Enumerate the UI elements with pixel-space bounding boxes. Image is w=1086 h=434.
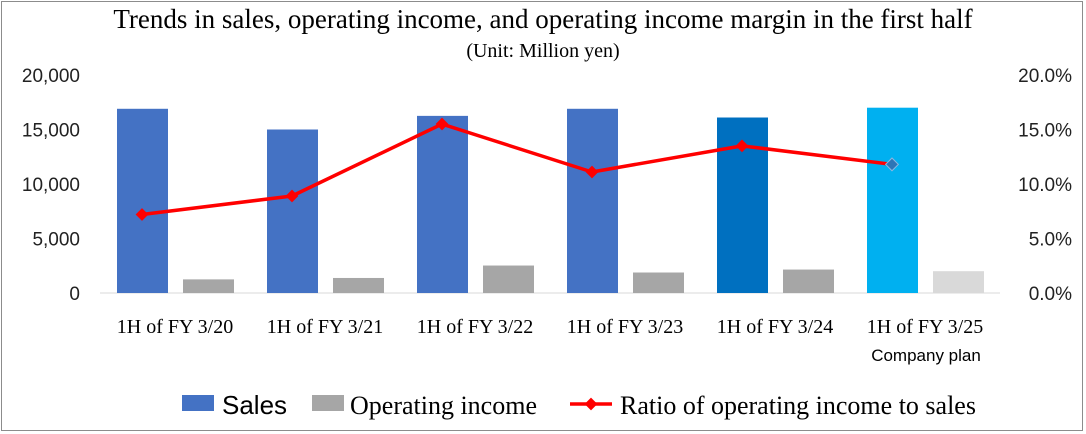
bar-operating-income: [783, 269, 834, 293]
bar-operating-income: [483, 265, 534, 293]
x-tick-label: 1H of FY 3/21: [267, 316, 383, 338]
bar-sales: [417, 115, 468, 293]
ratio-line-group: [135, 117, 900, 221]
ratio-point: [884, 157, 900, 172]
ratio-point: [135, 208, 149, 221]
bar-sales: [567, 108, 618, 293]
y-left-tick-label: 5,000: [32, 230, 80, 251]
bars-group: [117, 107, 984, 293]
x-tick-note: Company plan: [871, 346, 981, 365]
y-left-tick-label: 15,000: [22, 121, 80, 142]
ratio-point: [285, 189, 299, 203]
bar-sales: [267, 129, 318, 293]
bar-sales: [117, 108, 168, 293]
x-tick-label: 1H of FY 3/24: [717, 316, 833, 338]
legend-label-sales: Sales: [222, 390, 287, 420]
chart-subtitle: (Unit: Million yen): [466, 40, 620, 62]
ratio-line: [141, 122, 893, 217]
x-tick-label: 1H of FY 3/20: [117, 316, 233, 338]
x-axis: 1H of FY 3/20 1H of FY 3/21 1H of FY 3/22 1…: [117, 316, 983, 365]
y-left-tick-label: 10,000: [22, 175, 80, 196]
bar-operating-income: [183, 279, 234, 293]
y-right-tick-label: 0.0%: [1029, 284, 1072, 305]
y-left-tick-label: 0: [69, 284, 80, 305]
y-right-tick-label: 15.0%: [1018, 121, 1072, 142]
x-tick-label: 1H of FY 3/25: [867, 316, 983, 338]
y-right-axis: 0.0% 5.0% 10.0% 15.0% 20.0%: [1018, 66, 1072, 305]
bar-operating-income: [933, 271, 984, 293]
y-left-axis: 0 5,000 10,000 15,000 20,000: [22, 66, 80, 305]
bar-operating-income: [633, 272, 684, 293]
legend: Sales Operating income Ratio of operatin…: [182, 390, 976, 420]
y-right-tick-label: 20.0%: [1018, 66, 1072, 87]
y-left-tick-label: 20,000: [22, 66, 80, 87]
legend-marker-ratio: [584, 397, 598, 411]
x-tick-label: 1H of FY 3/22: [417, 316, 533, 338]
legend-swatch-sales: [182, 395, 214, 411]
legend-swatch-operating-income: [312, 395, 344, 411]
bar-operating-income: [333, 277, 384, 293]
y-right-tick-label: 5.0%: [1029, 230, 1072, 251]
y-right-tick-label: 10.0%: [1018, 175, 1072, 196]
legend-label-ratio: Ratio of operating income to sales: [620, 391, 976, 420]
chart-title: Trends in sales, operating income, and o…: [113, 4, 973, 34]
x-tick-label: 1H of FY 3/23: [567, 316, 683, 338]
legend-label-operating-income: Operating income: [350, 391, 537, 420]
ratio-point: [435, 117, 449, 131]
bar-sales: [867, 107, 918, 293]
